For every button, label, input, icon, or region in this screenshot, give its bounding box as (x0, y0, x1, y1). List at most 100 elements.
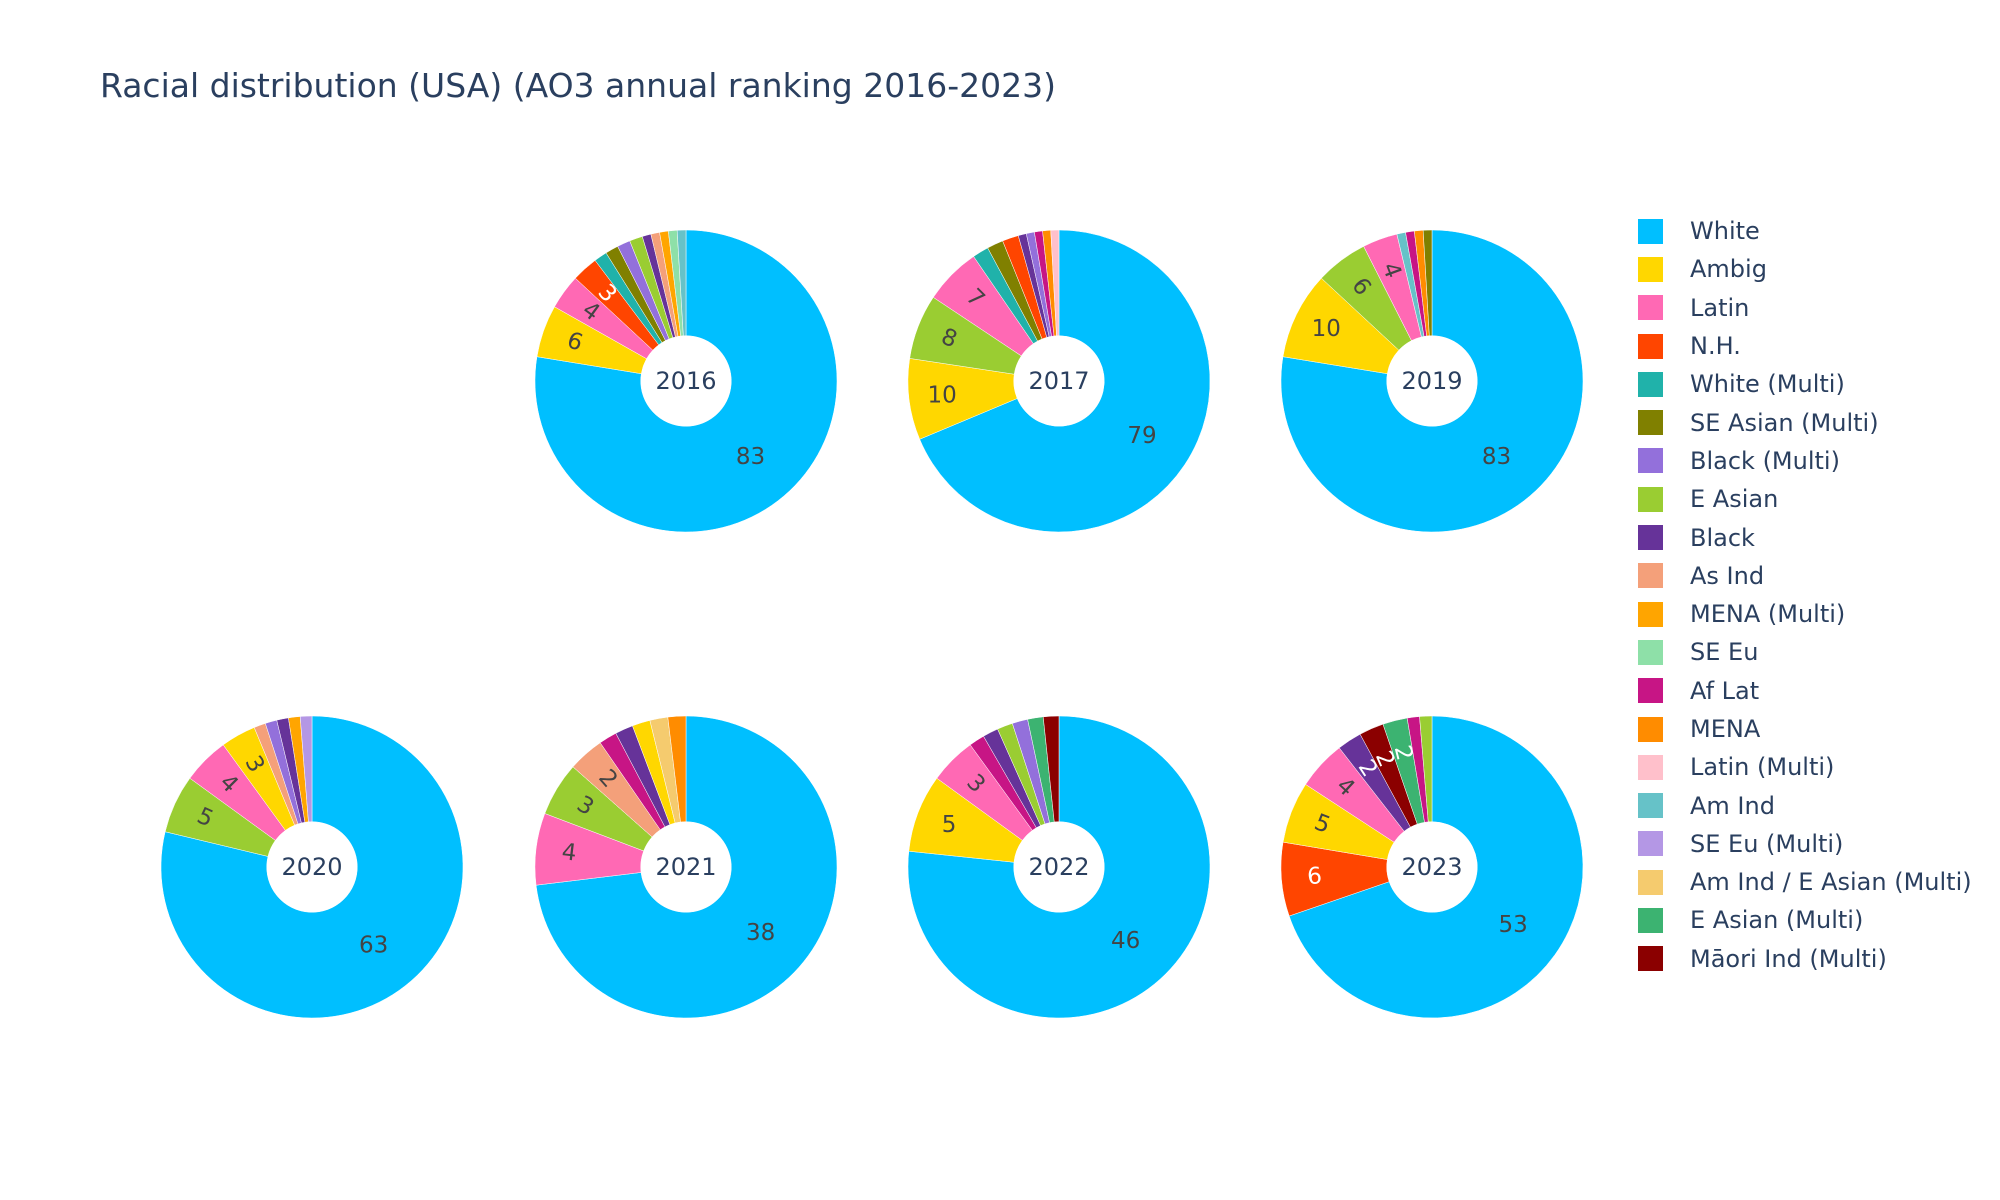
legend-swatch (1638, 793, 1663, 819)
legend-label: White (1690, 217, 1760, 246)
legend-item-white[interactable]: White (1638, 212, 1972, 250)
legend-item-am-ind[interactable]: Am Ind (1638, 786, 1972, 824)
legend-label: Af Lat (1690, 676, 1760, 705)
legend-swatch (1638, 371, 1663, 397)
legend-swatch (1638, 525, 1663, 551)
slice-label-2021-latin: 4 (560, 839, 578, 867)
slice-2021-mena[interactable] (667, 715, 687, 823)
slice-2017-latin-multi[interactable] (1050, 229, 1060, 337)
slice-label-2022-ambig: 5 (942, 812, 957, 838)
legend-item-white-multi[interactable]: White (Multi) (1638, 365, 1972, 403)
slice-2023-white[interactable] (1288, 715, 1584, 1019)
slice-label-2021-white: 38 (746, 920, 775, 946)
legend-item-e-asian[interactable]: E Asian (1638, 480, 1972, 518)
legend-item-as-ind[interactable]: As Ind (1638, 557, 1972, 595)
slice-label-2022-white: 46 (1111, 928, 1140, 954)
legend-item-latin[interactable]: Latin (1638, 289, 1972, 327)
legend-swatch (1638, 563, 1663, 589)
slice-2022-white[interactable] (907, 715, 1211, 1019)
slice-2023-e-asian[interactable] (1419, 715, 1433, 823)
legend-label: Latin (Multi) (1690, 753, 1835, 782)
slice-label-2016-white: 83 (736, 444, 765, 470)
pie-center-label-2023: 2023 (1401, 853, 1462, 881)
pie-center-label-2022: 2022 (1028, 853, 1089, 881)
legend-swatch (1638, 869, 1663, 895)
legend-item-ambig[interactable]: Ambig (1638, 250, 1972, 288)
legend-item-se-eu-multi[interactable]: SE Eu (Multi) (1638, 825, 1972, 863)
legend-label: Am Ind / E Asian (Multi) (1690, 868, 1972, 897)
legend-item-black[interactable]: Black (1638, 518, 1972, 556)
legend-swatch (1638, 754, 1663, 780)
legend-label: Am Ind (1690, 791, 1775, 820)
legend-label: Latin (1690, 293, 1750, 322)
legend-item-af-lat[interactable]: Af Lat (1638, 672, 1972, 710)
slice-2022-m-ori-ind-multi[interactable] (1042, 715, 1060, 823)
legend-label: Black (Multi) (1690, 446, 1840, 475)
legend-item-n-h[interactable]: N.H. (1638, 327, 1972, 365)
pie-center-label-2021: 2021 (655, 853, 716, 881)
legend-swatch (1638, 907, 1663, 933)
legend-label: Ambig (1690, 255, 1767, 284)
legend-swatch (1638, 333, 1663, 359)
legend-item-latin-multi[interactable]: Latin (Multi) (1638, 748, 1972, 786)
slice-label-2017-ambig: 10 (927, 382, 956, 408)
chart-title: Racial distribution (USA) (AO3 annual ra… (100, 66, 1056, 105)
legend-item-se-asian-multi[interactable]: SE Asian (Multi) (1638, 403, 1972, 441)
legend-swatch (1638, 946, 1663, 972)
legend-item-black-multi[interactable]: Black (Multi) (1638, 442, 1972, 480)
pie-center-label-2019: 2019 (1401, 367, 1462, 395)
legend-item-se-eu[interactable]: SE Eu (1638, 633, 1972, 671)
legend-swatch (1638, 831, 1663, 857)
slice-2021-white[interactable] (535, 715, 838, 1019)
slice-label-2019-white: 83 (1482, 444, 1511, 470)
legend-swatch (1638, 601, 1663, 627)
legend-swatch (1638, 716, 1663, 742)
slice-label-2020-white: 63 (359, 932, 388, 958)
legend-label: E Asian (1690, 485, 1779, 514)
slice-label-2023-n-h: 6 (1306, 863, 1323, 890)
slice-2017-white[interactable] (919, 229, 1211, 533)
legend-swatch (1638, 218, 1663, 244)
legend-item-mena-multi[interactable]: MENA (Multi) (1638, 595, 1972, 633)
pie-center-label-2020: 2020 (281, 853, 342, 881)
legend-label: MENA (Multi) (1690, 600, 1846, 629)
slice-2020-se-eu-multi[interactable] (299, 715, 313, 823)
legend[interactable]: White Ambig Latin N.H. White (Multi) SE Asian… (1638, 212, 1972, 978)
legend-swatch (1638, 678, 1663, 704)
slice-2020-white[interactable] (160, 715, 464, 1019)
legend-item-e-asian-multi[interactable]: E Asian (Multi) (1638, 901, 1972, 939)
legend-swatch (1638, 639, 1663, 665)
legend-swatch (1638, 295, 1663, 321)
legend-swatch (1638, 448, 1663, 474)
slice-2019-se-asian-multi[interactable] (1422, 229, 1433, 337)
legend-label: White (Multi) (1690, 370, 1845, 399)
pie-center-label-2017: 2017 (1028, 367, 1089, 395)
legend-item-mena[interactable]: MENA (1638, 710, 1972, 748)
legend-label: SE Asian (Multi) (1690, 408, 1879, 437)
legend-label: As Ind (1690, 561, 1765, 590)
legend-label: N.H. (1690, 332, 1741, 361)
slice-2019-white[interactable] (1280, 229, 1584, 533)
slice-label-2023-e-asian-multi: 2 (1389, 743, 1418, 764)
legend-label: SE Eu (1690, 638, 1759, 667)
legend-label: Māori Ind (Multi) (1690, 944, 1887, 973)
slice-2016-white[interactable] (534, 229, 838, 533)
legend-item-m-ori-ind-multi[interactable]: Māori Ind (Multi) (1638, 940, 1972, 978)
legend-label: MENA (1690, 715, 1761, 743)
slice-label-2017-white: 79 (1127, 423, 1156, 449)
legend-swatch (1638, 486, 1663, 512)
legend-swatch (1638, 410, 1663, 436)
legend-label: SE Eu (Multi) (1690, 829, 1844, 858)
slice-label-2019-ambig: 10 (1312, 316, 1341, 342)
legend-swatch (1638, 256, 1663, 282)
slice-2016-am-ind[interactable] (676, 229, 687, 337)
legend-item-am-ind-e-asian-multi[interactable]: Am Ind / E Asian (Multi) (1638, 863, 1972, 901)
pie-grid: 8364320167910872017831064201963543202038… (160, 229, 1584, 1019)
